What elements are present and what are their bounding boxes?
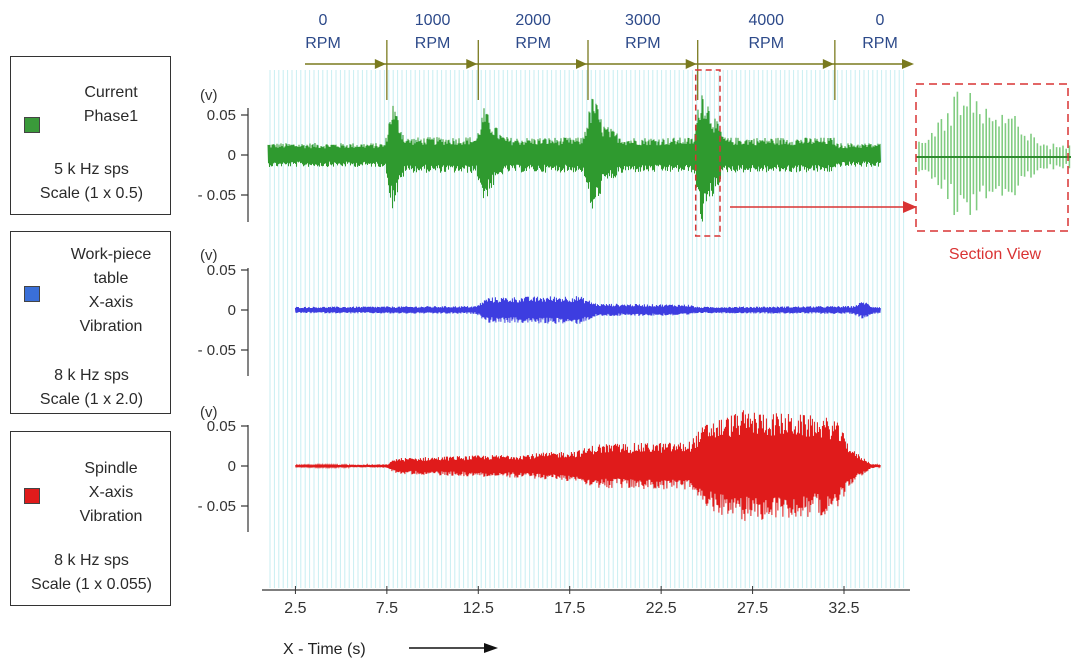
- section-marker-rect: [694, 69, 721, 237]
- section-view-frame: [915, 83, 1069, 232]
- section-arrow-head: [903, 201, 917, 213]
- x-axis-label: X - Time (s): [283, 641, 366, 658]
- legend-swatch: [24, 117, 40, 133]
- rpm-arrowhead: [466, 59, 478, 69]
- x-tick-label: 7.5: [376, 600, 398, 617]
- x-tick-label: 27.5: [737, 600, 768, 617]
- legend-rate: 8 k Hz sps: [54, 367, 129, 384]
- section-view-label: Section View: [949, 246, 1042, 263]
- legend-name-line: X-axis: [88, 484, 134, 501]
- x-tick-label: 22.5: [646, 600, 677, 617]
- legend-name-line: X-axis: [88, 294, 134, 311]
- rpm-unit-label: RPM: [305, 35, 341, 52]
- rpm-unit-label: RPM: [749, 35, 785, 52]
- waveform-series-1: [267, 95, 881, 222]
- legend-scale: Scale (1 x 0.5): [39, 185, 144, 202]
- rpm-unit-label: RPM: [515, 35, 551, 52]
- legend-name-line: Phase1: [83, 108, 139, 125]
- rpm-arrowhead: [374, 59, 386, 69]
- x-arrow-head: [484, 643, 498, 653]
- y-unit-label: (v): [200, 404, 218, 421]
- rpm-value-label: 3000: [625, 12, 661, 29]
- x-tick-label: 2.5: [284, 600, 306, 617]
- x-tick-label: 17.5: [554, 600, 585, 617]
- legend-box: Spindle X-axis Vibration 8 k Hz sps Scale (1…: [10, 431, 171, 606]
- legend-rate: 8 k Hz sps: [54, 552, 129, 569]
- x-tick-label: 32.5: [828, 600, 859, 617]
- y-tick-label: 0: [228, 302, 236, 319]
- y-tick-label: 0.05: [207, 418, 236, 435]
- y-unit-label: (v): [200, 87, 218, 104]
- legend-scale: Scale (1 x 2.0): [39, 391, 144, 408]
- legend-box: Work-piece table X-axis Vibration 8 k Hz sps…: [10, 231, 171, 414]
- legend-box: Current Phase1 5 k Hz sps Scale (1 x 0.5): [10, 56, 171, 215]
- legend-name-line: Vibration: [79, 318, 143, 335]
- waveform-series-2: [294, 296, 881, 325]
- y-tick-label: 0.05: [207, 262, 236, 279]
- legend-name-line: Current: [84, 84, 138, 101]
- legend-name-line: table: [93, 270, 129, 287]
- legend-name-line: Work-piece: [70, 246, 152, 263]
- waveform-series-3: [294, 410, 881, 521]
- rpm-arrowhead: [822, 59, 834, 69]
- section-view-zoom: [916, 84, 1071, 231]
- rpm-value-label: 0: [319, 12, 328, 29]
- legend-rate: 5 k Hz sps: [54, 161, 129, 178]
- legend-swatch: [24, 488, 40, 504]
- rpm-unit-label: RPM: [415, 35, 451, 52]
- rpm-value-label: 4000: [748, 12, 784, 29]
- legend-swatch: [24, 286, 40, 302]
- rpm-value-label: 2000: [515, 12, 551, 29]
- rpm-unit-label: RPM: [862, 35, 898, 52]
- rpm-value-label: 1000: [415, 12, 451, 29]
- y-tick-label: 0: [228, 458, 236, 475]
- legend-name-line: Spindle: [84, 460, 138, 477]
- legend-scale: Scale (1 x 0.055): [31, 576, 152, 593]
- rpm-arrowhead: [576, 59, 587, 69]
- rpm-arrowhead: [902, 59, 914, 69]
- rpm-unit-label: RPM: [625, 35, 661, 52]
- y-tick-label: 0.05: [207, 107, 236, 124]
- y-unit-label: (v): [200, 247, 218, 264]
- y-tick-label: - 0.05: [198, 342, 236, 359]
- rpm-value-label: 0: [876, 12, 885, 29]
- y-tick-label: 0: [228, 147, 236, 164]
- rpm-arrowhead: [685, 59, 697, 69]
- y-tick-label: - 0.05: [198, 498, 236, 515]
- x-tick-label: 12.5: [463, 600, 494, 617]
- legend-name-line: Vibration: [79, 508, 143, 525]
- y-tick-label: - 0.05: [198, 187, 236, 204]
